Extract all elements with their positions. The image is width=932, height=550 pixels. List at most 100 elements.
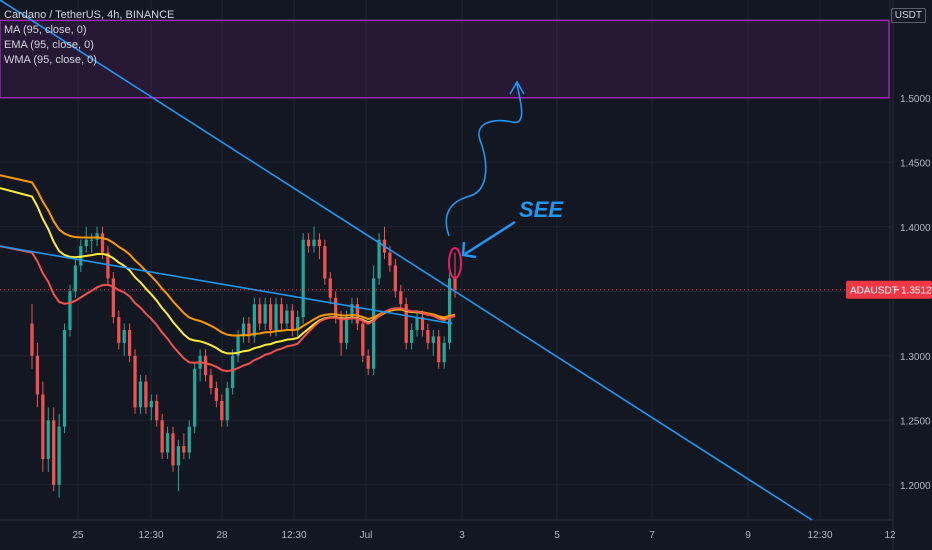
candle-body[interactable] bbox=[214, 388, 219, 401]
candle-body[interactable] bbox=[165, 433, 170, 453]
candle-body[interactable] bbox=[203, 355, 208, 376]
annotation-see-label[interactable]: SEE bbox=[519, 197, 564, 222]
annotation-arrow[interactable] bbox=[464, 220, 516, 256]
candle-body[interactable] bbox=[209, 375, 213, 389]
candle-body[interactable] bbox=[334, 297, 338, 318]
candle-body[interactable] bbox=[399, 291, 403, 305]
candle-body[interactable] bbox=[312, 239, 316, 247]
candle-body[interactable] bbox=[258, 304, 262, 324]
candle-body[interactable] bbox=[377, 239, 381, 279]
candle-body[interactable] bbox=[442, 342, 446, 363]
candle-body[interactable] bbox=[350, 304, 354, 318]
candle-body[interactable] bbox=[149, 400, 153, 408]
candle-body[interactable] bbox=[138, 381, 143, 408]
candle-body[interactable] bbox=[155, 400, 159, 421]
candle-body[interactable] bbox=[160, 420, 164, 453]
squiggle-arrow[interactable] bbox=[445, 83, 523, 237]
candle-body[interactable] bbox=[57, 426, 61, 485]
candle-body[interactable] bbox=[73, 265, 78, 292]
x-tick-label: 5 bbox=[554, 530, 560, 541]
highlight-circle[interactable] bbox=[448, 247, 462, 279]
candle-body[interactable] bbox=[263, 304, 267, 324]
candle-body[interactable] bbox=[447, 278, 452, 343]
candle-body[interactable] bbox=[290, 310, 294, 330]
candle-body[interactable] bbox=[35, 355, 40, 395]
candle-body[interactable] bbox=[171, 433, 175, 466]
candle-body[interactable] bbox=[52, 420, 56, 485]
y-tick-label: 1.2500 bbox=[900, 416, 931, 427]
candle-body[interactable] bbox=[187, 426, 191, 453]
trendline-lower[interactable] bbox=[0, 245, 453, 325]
candle-body[interactable] bbox=[361, 323, 365, 356]
wma-line[interactable] bbox=[0, 245, 456, 373]
candle-body[interactable] bbox=[328, 278, 332, 298]
x-tick-label: 7 bbox=[649, 530, 655, 541]
price-tag bbox=[846, 280, 932, 299]
y-tick-label: 1.4000 bbox=[900, 223, 931, 234]
candle-body[interactable] bbox=[317, 239, 322, 247]
indicator-ema[interactable]: EMA (95, close, 0) bbox=[4, 39, 94, 51]
candle-body[interactable] bbox=[323, 246, 327, 279]
candle-body[interactable] bbox=[41, 394, 45, 459]
candle-body[interactable] bbox=[133, 355, 137, 408]
candle-body[interactable] bbox=[388, 252, 392, 266]
resistance-zone[interactable] bbox=[0, 19, 890, 99]
currency-label[interactable]: USDT bbox=[890, 8, 926, 23]
candle-body[interactable] bbox=[90, 239, 94, 241]
candle-body[interactable] bbox=[268, 304, 273, 330]
candle-body[interactable] bbox=[372, 278, 376, 369]
candle-body[interactable] bbox=[84, 239, 88, 247]
candle-body[interactable] bbox=[106, 252, 110, 279]
candle-body[interactable] bbox=[117, 317, 121, 343]
candle-body[interactable] bbox=[355, 304, 360, 324]
candle-body[interactable] bbox=[415, 317, 419, 330]
candle-body[interactable] bbox=[193, 368, 197, 427]
candle-body[interactable] bbox=[30, 323, 34, 356]
candle-body[interactable] bbox=[241, 323, 246, 337]
x-tick-label: 28 bbox=[216, 530, 228, 541]
candle-body[interactable] bbox=[122, 329, 126, 343]
indicator-ma[interactable]: MA (95, close, 0) bbox=[4, 24, 87, 36]
candle-body[interactable] bbox=[46, 420, 50, 459]
candle-body[interactable] bbox=[220, 400, 224, 421]
candle-body[interactable] bbox=[426, 329, 430, 343]
candle-body[interactable] bbox=[279, 304, 284, 324]
candle-body[interactable] bbox=[344, 317, 349, 343]
candle-body[interactable] bbox=[252, 304, 256, 337]
candle-body[interactable] bbox=[301, 239, 305, 318]
candle-body[interactable] bbox=[247, 323, 251, 337]
candle-body[interactable] bbox=[366, 355, 370, 369]
candle-body[interactable] bbox=[306, 239, 311, 247]
candle-body[interactable] bbox=[182, 446, 186, 453]
symbol-title: Cardano / TetherUS, 4h, BINANCE bbox=[4, 9, 175, 21]
candle-body[interactable] bbox=[68, 291, 72, 330]
candle-body[interactable] bbox=[274, 304, 278, 330]
candle-body[interactable] bbox=[437, 336, 441, 363]
candle-body[interactable] bbox=[62, 329, 67, 427]
trendline-upper[interactable] bbox=[0, 0, 813, 521]
candle-body[interactable] bbox=[404, 304, 408, 343]
candle-body[interactable] bbox=[285, 310, 289, 324]
candle-body[interactable] bbox=[339, 317, 343, 343]
candle-body[interactable] bbox=[127, 329, 132, 356]
candle-body[interactable] bbox=[144, 381, 148, 408]
candle-body[interactable] bbox=[176, 446, 181, 466]
squiggle-arrow-head bbox=[509, 80, 525, 95]
candle-body[interactable] bbox=[409, 329, 414, 343]
candle-body[interactable] bbox=[225, 388, 229, 421]
y-tick-label: 1.3000 bbox=[900, 352, 931, 363]
candle-body[interactable] bbox=[236, 336, 240, 356]
candle-body[interactable] bbox=[111, 278, 115, 318]
x-tick-label: 25 bbox=[72, 530, 84, 541]
candle-body[interactable] bbox=[420, 317, 425, 330]
candle-body[interactable] bbox=[296, 317, 300, 330]
candle-body[interactable] bbox=[431, 336, 435, 343]
candle-body[interactable] bbox=[393, 265, 397, 292]
candle-body[interactable] bbox=[453, 278, 457, 290]
indicator-wma[interactable]: WMA (95, close, 0) bbox=[4, 54, 97, 66]
candle-body[interactable] bbox=[231, 355, 235, 389]
x-tick-label: 12:30 bbox=[281, 530, 306, 541]
candle-body[interactable] bbox=[100, 233, 105, 253]
